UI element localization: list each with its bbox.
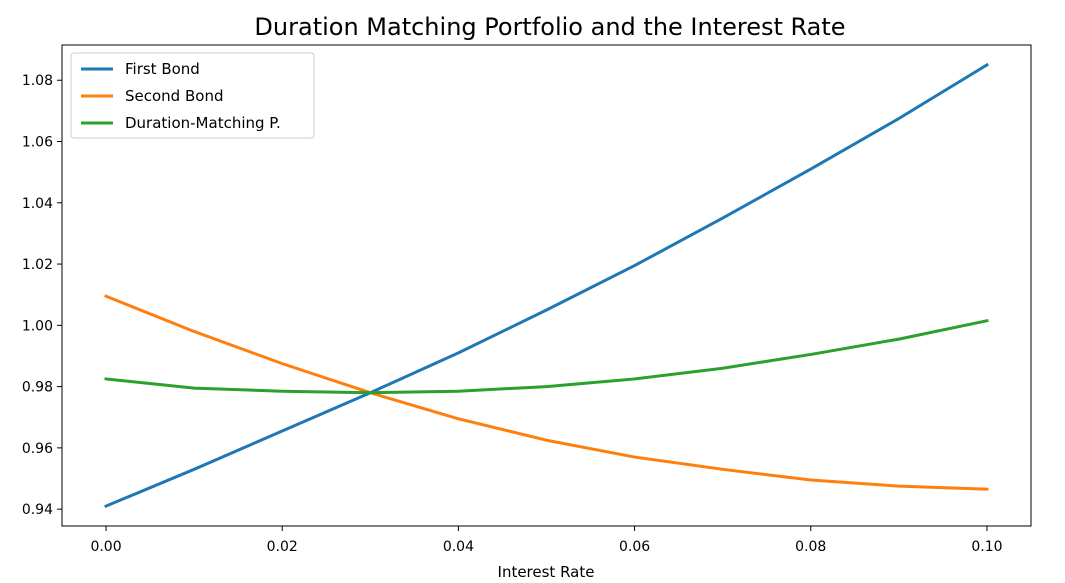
series-line-3: [104, 318, 989, 395]
y-axis: 0.94 0.96 0.98 1.00 1.02 1.04 1.06 1.08: [22, 73, 62, 518]
y-tick-label: 1.06: [22, 135, 53, 151]
series-line-2: [104, 294, 989, 491]
series-line-1: [104, 62, 990, 509]
plot-lines: [104, 62, 990, 509]
legend-box: [70, 52, 315, 139]
x-tick-label: 0.04: [443, 539, 474, 555]
x-tick-label: 0.08: [795, 539, 826, 555]
x-tick-label: 0.10: [971, 539, 1002, 555]
chart-title: Duration Matching Portfolio and the Inte…: [254, 13, 845, 41]
plot-area-frame: [61, 44, 1032, 527]
y-tick-label: 0.98: [22, 380, 53, 396]
legend-label: First Bond: [125, 60, 200, 78]
x-axis-label: Interest Rate: [498, 563, 595, 581]
x-tick-label: 0.02: [267, 539, 298, 555]
x-tick-label: 0.00: [90, 539, 121, 555]
legend: First Bond Second Bond Duration-Matching P…: [70, 52, 315, 139]
y-tick-label: 1.02: [22, 257, 53, 273]
y-tick-label: 0.96: [22, 441, 53, 457]
y-tick-label: 0.94: [22, 502, 53, 518]
y-tick-label: 1.08: [22, 73, 53, 89]
y-tick-label: 1.04: [22, 196, 53, 212]
x-axis: 0.00 0.02 0.04 0.06 0.08 0.10: [90, 526, 1003, 555]
y-tick-label: 1.00: [22, 318, 53, 334]
x-tick-label: 0.06: [619, 539, 650, 555]
legend-label: Duration-Matching P.: [125, 114, 281, 132]
legend-label: Second Bond: [125, 87, 223, 105]
